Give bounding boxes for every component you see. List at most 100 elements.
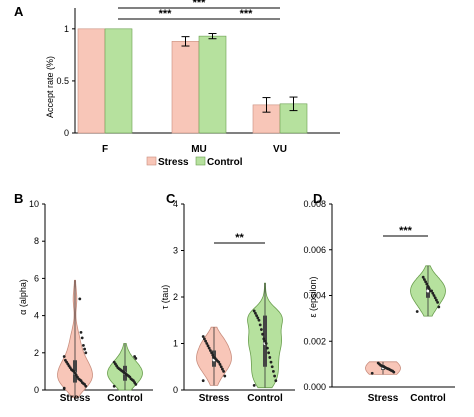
panel-a-significance-label: *** [240, 8, 254, 20]
panel-c-data-point [206, 344, 210, 348]
panel-c-data-point [252, 383, 256, 387]
panel-c-data-point [257, 318, 261, 322]
panel-c-letter: C [166, 191, 176, 206]
panel-d-data-point [426, 284, 430, 288]
panel-b-data-point [82, 343, 85, 347]
panel-d-letter: D [313, 191, 322, 206]
panel-c-category-label: Control [247, 393, 283, 404]
panel-c-data-point [223, 374, 227, 378]
panel-c-data-point [273, 374, 276, 378]
panel-d-data-point [437, 305, 441, 309]
panel-d-data-point [421, 275, 425, 279]
panel-d-ytick-label: 0.000 [303, 382, 326, 392]
panel-c-data-point [201, 335, 205, 338]
panel-c-data-point [267, 351, 270, 355]
panel-d-data-point [436, 300, 439, 304]
panel-d-data-point [435, 298, 438, 302]
panel-c-significance-label: ** [235, 232, 244, 244]
panel-c-ytick-label: 0 [173, 385, 178, 395]
panel-c-data-point [263, 339, 267, 343]
panel-a-significance-label: *** [193, 0, 207, 9]
panel-c-data-point [204, 339, 208, 343]
panel-d-data-point [427, 287, 431, 291]
panel-b-data-point [84, 351, 88, 355]
panel-c-data-point [221, 367, 224, 371]
panel-a-legend-label: Control [207, 157, 243, 168]
panel-d-data-point [432, 294, 436, 297]
panel-a-bar-stress [171, 41, 200, 134]
panel-c-data-point [255, 314, 258, 317]
panel-d-data-point [431, 291, 435, 295]
panel-a-bar-stress [77, 28, 106, 134]
panel-b-ytick-label: 0 [34, 385, 39, 395]
panel-b: B α (alpha) 0 2 4 6 8 10 Stress Control [14, 191, 153, 404]
panel-c-category-label: Stress [199, 393, 230, 404]
panel-c-data-point [266, 346, 269, 350]
panel-c-data-point [264, 342, 268, 345]
panel-b-data-point [79, 330, 83, 334]
panel-a-legend-label: Stress [158, 157, 189, 168]
panel-d-data-point [415, 310, 419, 313]
panel-c-data-point [222, 370, 226, 373]
panel-a-ytick-label: 1 [64, 24, 69, 34]
panel-b-ytick-label: 2 [34, 348, 39, 358]
panel-d-data-point [429, 289, 432, 293]
panel-c-data-point [212, 356, 216, 359]
panel-b-ytick-label: 4 [34, 311, 39, 321]
panel-d-category-label: Control [410, 393, 446, 404]
panel-c-data-point [252, 309, 256, 313]
panel-c-data-point [205, 342, 209, 345]
panel-b-data-point [62, 386, 66, 390]
panel-a-legend-swatch-control [195, 156, 206, 166]
panel-c-data-point [262, 337, 266, 341]
panel-c: C τ (tau) 0 1 2 3 4 Stress Control ** [160, 191, 295, 404]
panel-c-ytick-label: 2 [173, 292, 178, 302]
panel-c-data-point [274, 379, 278, 383]
panel-b-category-label: Stress [60, 393, 91, 404]
panel-b-data-point [112, 360, 116, 364]
panel-d-median-marker [426, 289, 430, 293]
panel-c-data-point [254, 311, 257, 315]
panel-b-ytick-label: 10 [29, 199, 39, 209]
panel-a-significance-label: *** [159, 8, 173, 20]
panel-c-ytick-label: 1 [173, 339, 178, 349]
panel-b-ylabel: α (alpha) [18, 279, 28, 315]
panel-b-ytick-label: 8 [34, 236, 39, 246]
panel-c-ytick-label: 3 [173, 246, 178, 256]
panel-b-category-label: Control [107, 393, 143, 404]
panel-a-letter: A [14, 4, 24, 19]
panel-c-data-point [260, 328, 263, 331]
panel-d-data-point [376, 361, 380, 365]
panel-c-data-point [211, 353, 215, 357]
panel-b-data-point [83, 347, 86, 351]
panel-d-ytick-label: 0.002 [303, 336, 326, 346]
panel-a: A Accept rate (%) 0 0.5 1 F MU VU *** *** *** Str… [14, 0, 340, 168]
panel-d-ytick-label: 0.004 [303, 291, 326, 301]
panel-a-bar-control [198, 35, 227, 134]
panel-a-category-label: VU [273, 144, 287, 155]
panel-b-data-point [64, 358, 67, 362]
panel-c-data-point [209, 349, 212, 352]
panel-b-data-point [80, 336, 84, 340]
panel-b-ytick-label: 6 [34, 273, 39, 283]
panel-a-ylabel: Accept rate (%) [45, 56, 55, 118]
panel-c-data-point [268, 356, 272, 359]
panel-c-data-point [261, 332, 264, 336]
panel-a-category-label: F [102, 144, 108, 155]
panel-c-ytick-label: 4 [173, 199, 178, 209]
panel-c-data-point [210, 351, 214, 355]
panel-b-data-point [78, 297, 82, 301]
panel-c-data-point [258, 323, 262, 327]
panel-c-data-point [203, 337, 206, 341]
panel-c-data-point [207, 346, 211, 350]
panel-c-data-point [272, 370, 275, 373]
panel-b-data-point [112, 384, 116, 388]
panel-d-category-label: Stress [368, 393, 399, 404]
panel-d-data-point [370, 371, 374, 375]
panel-b-data-point [133, 355, 137, 358]
panel-d-significance-label: *** [399, 225, 413, 237]
panel-b-data-point [62, 355, 66, 358]
panel-d-ytick-label: 0.008 [303, 199, 326, 209]
panel-a-bar-control [104, 28, 133, 134]
